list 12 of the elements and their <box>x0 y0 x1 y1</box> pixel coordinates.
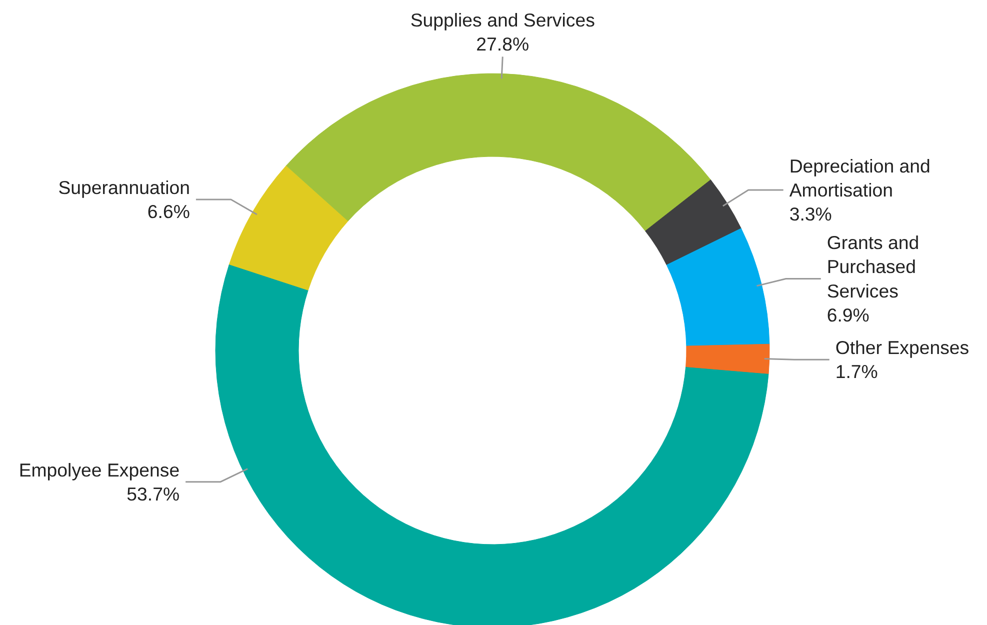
slice-label: Empolyee Expense <box>18 459 180 480</box>
slice-label: Supplies and Services <box>410 10 595 31</box>
data-label: 1.7% <box>835 361 878 382</box>
data-label: 53.7% <box>126 483 180 504</box>
data-label: 6.9% <box>826 304 870 326</box>
data-label: 6.6% <box>147 201 190 222</box>
data-label: 3.3% <box>789 204 832 225</box>
data-label: 27.8% <box>476 34 530 55</box>
slice-label: Other Expenses <box>835 337 970 358</box>
slice-label: Grants and Purchased Services <box>826 232 920 302</box>
slice-label: Depreciation and Amortisation <box>789 155 930 201</box>
slice-label: Superannuation <box>58 176 190 198</box>
